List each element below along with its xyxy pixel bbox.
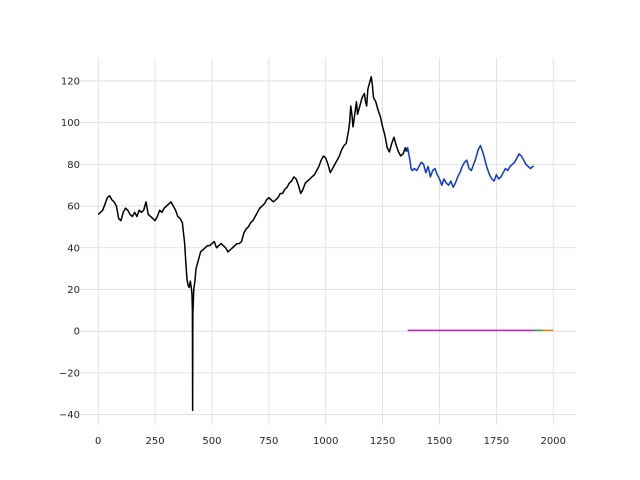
series-line-2 [405, 144, 534, 189]
series-line-1 [97, 76, 408, 412]
y-tick-label: 40 [67, 243, 80, 254]
gridlines [80, 58, 576, 425]
x-tick-label: 500 [202, 436, 221, 447]
x-tick-label: 750 [259, 436, 278, 447]
y-tick-label: 100 [61, 118, 80, 129]
series-lines [97, 76, 554, 412]
x-tick-label: 0 [95, 436, 101, 447]
x-tick-label: 1250 [370, 436, 395, 447]
y-tick-label: −40 [59, 410, 80, 421]
y-axis-tick-labels: −40 −20 0 20 40 60 80 100 120 [59, 76, 80, 421]
x-axis-tick-labels: 0 250 500 750 1000 1250 1500 1750 2000 [95, 436, 566, 447]
x-tick-label: 250 [146, 436, 165, 447]
x-tick-label: 1750 [484, 436, 509, 447]
x-tick-label: 2000 [541, 436, 566, 447]
y-tick-label: 60 [67, 202, 80, 213]
x-tick-label: 1500 [427, 436, 452, 447]
y-tick-label: 80 [67, 160, 80, 171]
y-tick-label: 20 [67, 285, 80, 296]
y-tick-label: 0 [74, 327, 80, 338]
y-tick-label: 120 [61, 76, 80, 87]
y-tick-label: −20 [59, 368, 80, 379]
x-tick-label: 1000 [313, 436, 338, 447]
